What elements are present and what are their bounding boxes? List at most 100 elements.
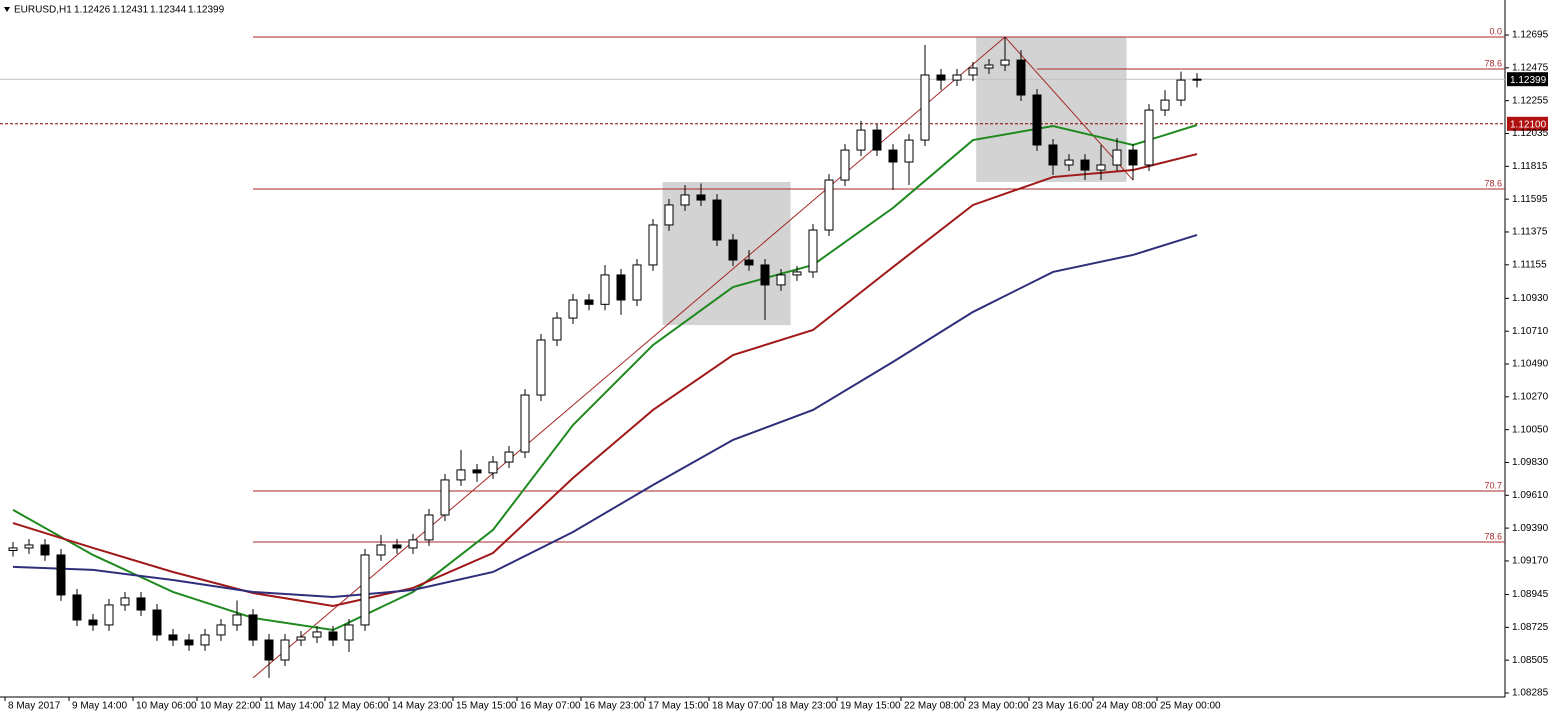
y-tick-label: 1.11595 [1512, 194, 1548, 205]
y-tick-label: 1.09390 [1512, 523, 1548, 534]
trend-line [1004, 36, 1134, 181]
x-tick-label: 9 May 14:00 [72, 701, 127, 712]
y-tick-label: 1.12475 [1512, 62, 1548, 73]
zone [662, 181, 791, 326]
candle-body [792, 271, 802, 276]
candle-body [1112, 149, 1122, 166]
y-tick-label: 1.08725 [1512, 622, 1548, 633]
candle-body [872, 129, 882, 151]
fib-label: 78.6 [1484, 178, 1502, 188]
candle-body [968, 67, 978, 76]
candle-body [216, 624, 226, 636]
price-label: 1.12100 [1510, 119, 1547, 130]
y-tick-label: 1.09830 [1512, 457, 1548, 468]
candle-body [232, 614, 242, 626]
x-tick-label: 16 May 07:00 [520, 701, 581, 712]
candle-body [408, 539, 418, 549]
candle-body [776, 274, 786, 286]
fib-label: 70.7 [1484, 480, 1502, 490]
y-tick-label: 1.10050 [1512, 424, 1548, 435]
candle-body [680, 194, 690, 206]
y-tick-label: 1.12695 [1512, 30, 1548, 41]
x-tick-label: 17 May 15:00 [648, 701, 709, 712]
y-tick-label: 1.09170 [1512, 556, 1548, 567]
candle-body [1000, 59, 1010, 66]
price-label-box [1507, 116, 1548, 131]
candle-body [552, 317, 562, 341]
candle-body [24, 544, 34, 549]
candle-body [632, 264, 642, 301]
y-tick-label: 1.08285 [1512, 688, 1548, 699]
y-tick-label: 1.10270 [1512, 391, 1548, 402]
x-tick-label: 23 May 16:00 [1032, 701, 1093, 712]
x-tick-label: 10 May 22:00 [200, 701, 261, 712]
candle-body [824, 179, 834, 231]
y-tick-label: 1.09610 [1512, 490, 1548, 501]
x-tick-label: 15 May 15:00 [456, 701, 517, 712]
candle-body [152, 609, 162, 636]
menu-arrow [4, 7, 10, 12]
header-value: 1.12399 [188, 5, 225, 16]
header-value: 1.12426 [74, 5, 111, 16]
candle-body [88, 619, 98, 626]
candle-body [856, 129, 866, 151]
candle-body [1064, 159, 1074, 166]
candle-body [920, 74, 930, 141]
candle-body [1016, 59, 1026, 96]
candle-body [200, 634, 210, 646]
header-value: 1.12344 [150, 5, 187, 16]
x-tick-label: 22 May 08:00 [904, 701, 965, 712]
candle-body [536, 339, 546, 396]
candle-body [648, 224, 658, 266]
x-tick-label: 14 May 23:00 [392, 701, 453, 712]
y-tick-label: 1.12255 [1512, 95, 1548, 106]
candle-body [344, 624, 354, 641]
candle-body [8, 547, 18, 551]
header-value: 1.12431 [112, 5, 149, 16]
candle-body [1144, 109, 1154, 166]
candle-body [440, 479, 450, 516]
moving-average [12, 233, 1198, 599]
x-tick-label: 24 May 08:00 [1096, 701, 1157, 712]
candle-body [600, 274, 610, 305]
candle-body [456, 469, 466, 481]
candle-body [56, 554, 66, 596]
candle-body [712, 199, 722, 241]
candle-body [1176, 79, 1186, 101]
price-label: 1.12399 [1510, 75, 1547, 86]
y-tick-label: 1.10930 [1512, 293, 1548, 304]
moving-average [12, 124, 1198, 632]
candle-body [888, 149, 898, 163]
candle-body [328, 631, 338, 641]
x-tick-label: 12 May 06:00 [328, 701, 389, 712]
y-tick-label: 1.08505 [1512, 655, 1548, 666]
x-tick-label: 16 May 23:00 [584, 701, 645, 712]
candle-body [168, 634, 178, 641]
candle-body [72, 594, 82, 621]
x-tick-label: 23 May 00:00 [968, 701, 1029, 712]
candle-body [840, 149, 850, 181]
x-tick-label: 8 May 2017 [8, 701, 61, 712]
candle-body [568, 299, 578, 319]
candle-body [584, 299, 594, 305]
x-tick-label: 19 May 15:00 [840, 701, 901, 712]
fib-label: 78.6 [1484, 531, 1502, 541]
candle-body [120, 597, 130, 606]
x-tick-label: 18 May 23:00 [776, 701, 837, 712]
x-tick-label: 10 May 06:00 [136, 701, 197, 712]
candle-body [744, 259, 754, 266]
candle-body [360, 554, 370, 626]
fib-label: 0.0 [1489, 26, 1502, 36]
candle-body [904, 139, 914, 163]
y-tick-label: 1.08945 [1512, 589, 1548, 600]
candle-body [808, 229, 818, 273]
y-tick-label: 1.10490 [1512, 359, 1548, 370]
candle-body [616, 274, 626, 301]
x-tick-label: 25 May 00:00 [1160, 701, 1221, 712]
candle-body [520, 394, 530, 453]
fib-label: 78.6 [1484, 58, 1502, 68]
y-tick-label: 1.12035 [1512, 128, 1548, 139]
candle-body [696, 194, 706, 201]
candle-body [376, 544, 386, 556]
